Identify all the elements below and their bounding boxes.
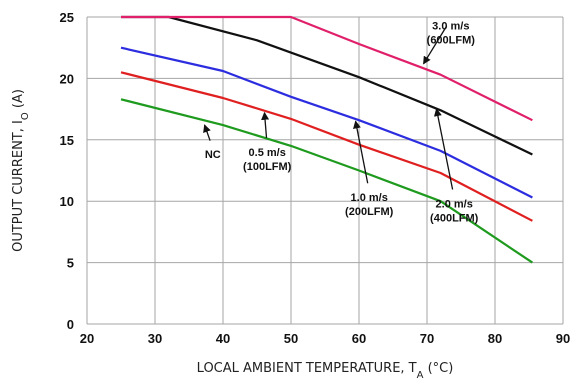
x-tick-label: 80 (488, 331, 502, 346)
y-tick-label: 25 (60, 10, 74, 25)
annotation-arrow (203, 124, 211, 141)
series-line-2 (120, 46, 533, 199)
grid (86, 16, 564, 325)
x-tick-label: 30 (148, 331, 162, 346)
annotation-line: (100LFM) (243, 161, 292, 173)
annotation-arrow (433, 108, 454, 190)
annotation-line: 2.0 m/s (436, 198, 473, 210)
series-line-0 (120, 98, 534, 264)
x-tick-label: 70 (420, 331, 434, 346)
x-axis-label-main: LOCAL AMBIENT TEMPERATURE, T (197, 361, 417, 376)
x-axis-label: LOCAL AMBIENT TEMPERATURE, TA (°C) (197, 361, 454, 381)
annotation-label: 2.0 m/s (400LFM) (430, 198, 479, 224)
x-tick-label: 90 (556, 331, 570, 346)
x-tick-label: 60 (352, 331, 366, 346)
y-axis-label-unit: (A) (11, 89, 26, 112)
annotation-label: 0.5 m/s (100LFM) (243, 147, 292, 173)
annotation-line: 0.5 m/s (249, 147, 286, 159)
annotations: NC 0.5 m/s (100LFM) 1.0 m/s (200LFM) 2.0 m/s (… (203, 20, 479, 224)
annotation-line: NC (205, 149, 221, 161)
y-axis-label: OUTPUT CURRENT, IO (A) (11, 89, 31, 252)
y-tick-label: 15 (60, 133, 74, 148)
annotation-arrow (353, 120, 369, 184)
x-tick-label: 20 (80, 331, 94, 346)
series-line-4 (121, 15, 533, 122)
series-layer (120, 15, 534, 264)
y-tick-label: 20 (60, 71, 74, 86)
y-tick-label: 0 (67, 317, 74, 332)
annotation-line: 3.0 m/s (432, 20, 469, 32)
x-axis-label-unit: (°C) (423, 361, 453, 376)
x-axis-label-sub: A (417, 370, 424, 381)
annotation-line: (600LFM) (427, 34, 476, 46)
y-axis-label-sub: O (20, 112, 31, 120)
x-tick-label: 50 (284, 331, 298, 346)
y-axis-label-main: OUTPUT CURRENT, I (11, 120, 26, 252)
x-tick-label: 40 (216, 331, 230, 346)
y-tick-label: 5 (67, 256, 74, 271)
annotation-arrow (423, 25, 448, 65)
annotation-label: 1.0 m/s (200LFM) (345, 192, 394, 218)
y-tick-label: 10 (60, 194, 74, 209)
series-line-1 (120, 71, 533, 222)
annotation-line: 1.0 m/s (351, 192, 388, 204)
annotation-line: (200LFM) (345, 206, 394, 218)
annotation-line: (400LFM) (430, 212, 479, 224)
annotation-label: 3.0 m/s (600LFM) (427, 20, 476, 46)
annotation-arrow (261, 111, 270, 138)
tick-labels: 20 30 40 50 60 70 80 90 0 5 10 15 20 25 (60, 10, 571, 346)
annotation-label: NC (205, 149, 221, 161)
